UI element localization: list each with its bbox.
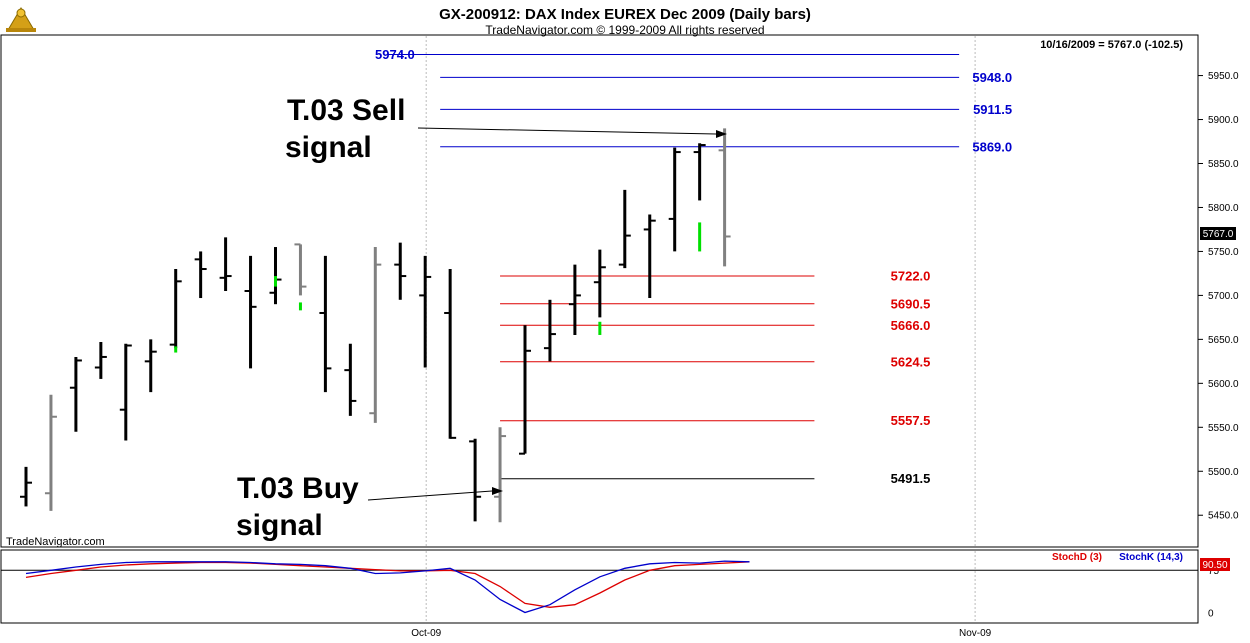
ohlc-bar [718, 128, 731, 267]
level-label: 5974.0 [375, 47, 415, 62]
stoch-panel-frame [0, 549, 1199, 624]
ohlc-bar [344, 343, 357, 416]
stoch-last-tag: 90.50 [1200, 558, 1230, 571]
watermark-text: TradeNavigator.com [6, 536, 105, 548]
ohlc-bar [593, 249, 606, 318]
ohlc-bar [20, 466, 32, 507]
stoch-d-line [25, 561, 750, 608]
ohlc-bar [543, 299, 556, 362]
y-tick-label: 5600.0 [1208, 379, 1239, 390]
y-tick-label: 5650.0 [1208, 335, 1239, 346]
y-tick-label: 5750.0 [1208, 247, 1239, 258]
ohlc-bar [319, 255, 332, 393]
level-label: 5690.5 [891, 296, 931, 311]
ohlc-bar [144, 339, 157, 393]
ohlc-bar [44, 394, 57, 511]
buy-signal-arrow [367, 487, 503, 501]
ohlc-bar [294, 243, 307, 296]
sextant-icon [6, 7, 36, 32]
y-tick-label: 5500.0 [1208, 467, 1239, 478]
y-tick-label: 5450.0 [1208, 511, 1239, 522]
level-label: 5948.0 [972, 70, 1012, 85]
ohlc-bar [169, 269, 182, 349]
sell-signal-label-line2: signal [285, 131, 372, 164]
y-axis: 5450.0 5500.0 5550.0 5600.0 5650.0 5700.0 5750… [1198, 71, 1239, 522]
ohlc-bar [69, 356, 82, 432]
price-panel-frame [0, 34, 1199, 548]
sell-signal-label-line1: T.03 Sell [287, 94, 405, 127]
y-tick-label: 5550.0 [1208, 423, 1239, 434]
ohlc-bar [618, 189, 631, 269]
price-bars [20, 128, 731, 523]
grid-layer [425, 36, 976, 622]
stoch-y-tick-label: 75 [1208, 566, 1220, 577]
level-label: 5722.0 [891, 269, 931, 284]
level-label: 5911.5 [973, 102, 1012, 117]
ohlc-bar [219, 237, 232, 291]
y-tick-label: 5850.0 [1208, 159, 1239, 170]
last-price-label: 5767.0 [1203, 229, 1234, 240]
target-levels: 5974.0 5948.0 5911.5 5869.0 5722.0 5690.5 5666… [375, 47, 1012, 486]
sell-signal-arrow [417, 127, 727, 138]
y-tick-label: 5800.0 [1208, 203, 1239, 214]
y-tick-label: 5950.0 [1208, 71, 1239, 82]
ohlc-bar [244, 255, 257, 369]
ohlc-bar [369, 247, 382, 423]
last-bar-info: 10/16/2009 = 5767.0 (-102.5) [1040, 39, 1183, 51]
level-label: 5491.5 [891, 471, 931, 486]
ohlc-bar [419, 255, 432, 368]
y-tick-label: 5700.0 [1208, 291, 1239, 302]
ohlc-bar [119, 343, 132, 441]
ohlc-bar [469, 438, 482, 522]
y-tick-label: 5900.0 [1208, 115, 1239, 126]
ohlc-bar [643, 214, 656, 299]
copyright-text: TradeNavigator.com © 1999-2009 All right… [485, 23, 764, 37]
ohlc-bar [519, 325, 531, 455]
ohlc-bar [568, 264, 581, 335]
ohlc-bar [668, 147, 681, 252]
ohlc-bar [494, 427, 507, 523]
buy-signal-label-line2: signal [236, 509, 323, 542]
stoch-y-tick-label: 0 [1208, 609, 1214, 620]
level-label: 5869.0 [972, 139, 1012, 154]
ohlc-bar [394, 242, 407, 300]
x-tick-label: Oct-09 [411, 628, 441, 639]
x-axis: Oct-09 Nov-09 [411, 628, 991, 639]
ohlc-bar [194, 251, 207, 299]
buy-signal-label-line1: T.03 Buy [237, 472, 359, 505]
stochastic-panel: 0 75 [1, 560, 1220, 620]
level-label: 5624.5 [891, 354, 931, 369]
last-price-tag: 5767.0 [1200, 227, 1236, 240]
ohlc-bar [94, 342, 107, 379]
ohlc-bar [444, 269, 457, 439]
stoch-last-value: 90.50 [1202, 560, 1227, 571]
x-tick-label: Nov-09 [959, 628, 992, 639]
ohlc-bar [693, 143, 706, 201]
level-label: 5557.5 [891, 413, 931, 428]
stoch-k-legend: StochK (14,3) [1119, 552, 1183, 563]
stoch-k-line [25, 560, 750, 614]
stoch-d-legend: StochD (3) [1052, 552, 1102, 563]
chart-title: GX-200912: DAX Index EUREX Dec 2009 (Dai… [439, 6, 811, 23]
level-label: 5666.0 [891, 318, 931, 333]
